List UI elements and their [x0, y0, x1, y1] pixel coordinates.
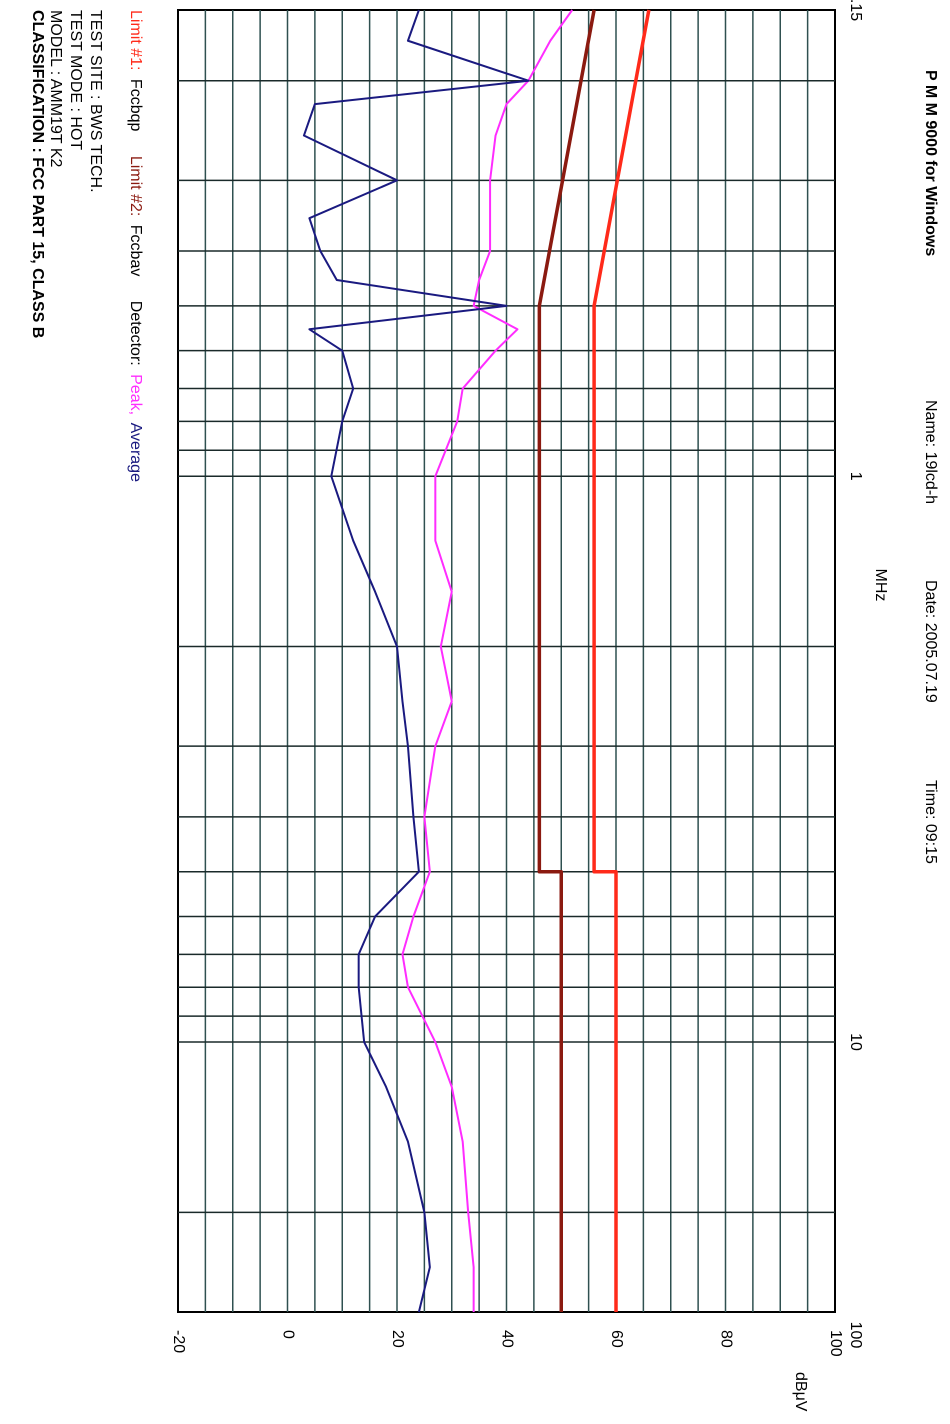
x-end-label: 100 — [847, 1322, 864, 1349]
legend-name: Average — [127, 423, 144, 482]
y-tick-label: -20 — [170, 1330, 187, 1353]
legend-name: Peak, — [127, 374, 144, 415]
detector-label: Detector: — [127, 301, 144, 366]
x-tick-label: 1 — [847, 472, 864, 481]
info-line: CLASSIFICATION : FCC PART 15, CLASS B — [29, 10, 46, 338]
x-label: MHz — [872, 569, 889, 602]
y-tick-label: 80 — [717, 1330, 734, 1348]
legend: Limit #1: Fccbqp Limit #2: Fccbav Detect… — [127, 10, 144, 482]
legend-name: Fccbav — [127, 225, 144, 277]
rotated-chart: P M M 9000 for Windows Name: 19lcd-h Dat… — [29, 0, 939, 1412]
series-line — [401, 9, 574, 1312]
series-line — [302, 9, 530, 1313]
series-line — [592, 9, 651, 1312]
legend-label: Limit #2: — [127, 156, 144, 216]
info-line: TEST MODE : HOT — [67, 10, 84, 150]
info-line: TEST SITE : BWS TECH. — [87, 10, 104, 193]
x-tick-label: .15 — [847, 0, 864, 21]
legend-name: Fccbqp — [127, 79, 144, 132]
y-tick-label: 60 — [608, 1330, 625, 1348]
name: Name: 19lcd-h — [922, 400, 939, 504]
series-line — [537, 9, 596, 1312]
title: P M M 9000 for Windows — [922, 70, 939, 256]
date: Date: 2005.07.19 — [922, 580, 939, 703]
y-label: dBμV — [792, 1372, 809, 1412]
info-line: MODEL : AMM19T K2 — [47, 10, 64, 167]
legend-label: Limit #1: — [127, 10, 144, 70]
time: Time: 09:15 — [922, 780, 939, 864]
y-tick-label: 0 — [279, 1330, 296, 1339]
y-tick-label: 100 — [827, 1330, 844, 1357]
x-tick-label: 10 — [847, 1033, 864, 1051]
y-tick-label: 20 — [389, 1330, 406, 1348]
y-tick-label: 40 — [498, 1330, 515, 1348]
